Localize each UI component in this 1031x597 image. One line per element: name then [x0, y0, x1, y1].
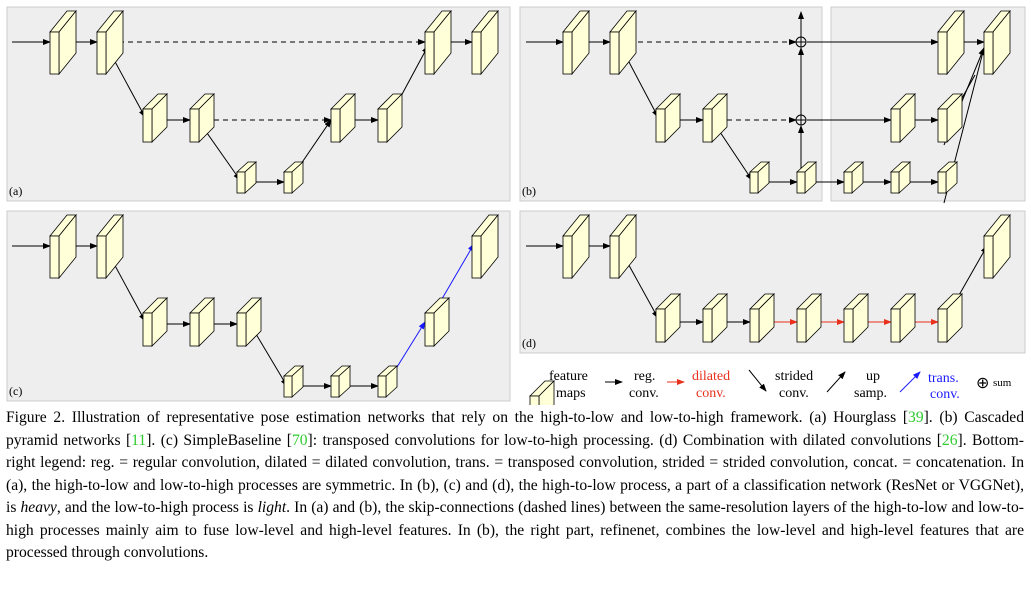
feature-map-block — [562, 213, 590, 280]
feature-map-block — [282, 161, 305, 194]
feature-map-block — [702, 93, 728, 143]
feature-map-block — [49, 9, 77, 76]
feature-map-block — [937, 9, 965, 76]
caption-text: . In (a) and (b), the skip-connections (… — [6, 499, 1024, 561]
feature-map-block — [236, 297, 262, 347]
caption-text: ]. (b) Cascaded pyramid networks [ — [6, 409, 1024, 449]
legend-dilated-2: conv. — [696, 386, 726, 401]
citation-link[interactable]: 11 — [131, 431, 147, 449]
feature-map-block — [471, 213, 499, 280]
legend: feature maps reg. conv. dilated conv. st… — [529, 369, 1012, 405]
feature-map-block — [983, 9, 1011, 76]
legend-dilated-1: dilated — [692, 369, 730, 384]
caption-text: Figure 2. Illustration of representative… — [6, 409, 909, 426]
legend-strided-arrow — [748, 369, 767, 392]
sum-node-icon — [795, 36, 807, 48]
legend-feature-maps-2: maps — [556, 386, 586, 401]
caption-text: ]. (c) SimpleBaseline [ — [146, 431, 292, 449]
feature-map-block — [189, 93, 215, 143]
figure-diagram: (a) (b) (c) (d) feature maps reg. conv. … — [6, 6, 1026, 405]
panel-label-d: (d) — [522, 336, 536, 350]
citation-link[interactable]: 70 — [291, 431, 308, 449]
feature-map-block — [890, 93, 916, 143]
legend-trans-arrow — [899, 371, 921, 393]
feature-map-block — [983, 213, 1011, 280]
feature-map-block — [702, 293, 728, 343]
citation-link[interactable]: 26 — [941, 431, 958, 449]
panel-label-b: (b) — [522, 184, 536, 198]
feature-map-block — [282, 365, 305, 398]
caption-text: heavy — [20, 499, 57, 516]
legend-up-arrow — [826, 371, 846, 393]
feature-map-block — [471, 9, 499, 76]
legend-strided-1: strided — [775, 369, 813, 384]
feature-map-block — [842, 161, 865, 194]
feature-map-block — [49, 213, 77, 280]
panel-label-c: (c) — [9, 384, 22, 398]
legend-up-1: up — [866, 369, 880, 384]
feature-map-block — [142, 93, 168, 143]
feature-map-block — [936, 161, 959, 194]
panel-label-a: (a) — [9, 184, 22, 198]
feature-map-block — [376, 365, 399, 398]
feature-map-block — [609, 9, 637, 76]
feature-map-block — [843, 293, 869, 343]
feature-map-block — [749, 293, 775, 343]
feature-map-block — [609, 213, 637, 280]
feature-map-block — [937, 93, 963, 143]
legend-reg-2: conv. — [629, 386, 659, 401]
caption-text: light — [257, 499, 287, 516]
feature-map-block — [330, 93, 356, 143]
feature-map-block — [142, 297, 168, 347]
legend-sum: sum — [993, 377, 1012, 389]
feature-map-block — [424, 297, 450, 347]
legend-trans-1: trans. — [928, 371, 959, 386]
feature-map-block — [235, 161, 258, 194]
feature-map-block — [96, 213, 124, 280]
feature-map-block — [529, 380, 555, 405]
legend-reg-1: reg. — [634, 369, 655, 384]
caption-text: , and the low-to-high process is — [56, 499, 258, 516]
caption-text: ]. Bottom-right legend: reg. = regular c… — [6, 431, 1024, 517]
feature-map-block — [96, 9, 124, 76]
legend-strided-2: conv. — [779, 386, 809, 401]
citation-link[interactable]: 39 — [908, 409, 924, 426]
feature-map-block — [655, 93, 681, 143]
legend-feature-maps-1: feature — [549, 369, 588, 384]
sum-node-icon — [795, 114, 807, 126]
feature-map-block — [189, 297, 215, 347]
caption-text: ]: transposed convolutions for low-to-hi… — [307, 431, 942, 449]
figure-caption: Figure 2. Illustration of representative… — [6, 407, 1024, 565]
feature-map-block — [889, 161, 912, 194]
feature-map-block — [795, 161, 818, 194]
feature-map-block — [796, 293, 822, 343]
feature-map-block — [562, 9, 590, 76]
feature-map-block — [748, 161, 771, 194]
feature-map-block — [655, 293, 681, 343]
feature-map-block — [890, 293, 916, 343]
feature-map-block — [377, 93, 403, 143]
feature-map-block — [937, 293, 963, 343]
feature-map-block — [329, 365, 352, 398]
legend-sum-icon: ⊕ — [976, 375, 989, 392]
legend-up-2: samp. — [854, 386, 887, 401]
feature-map-block — [424, 9, 452, 76]
legend-trans-2: conv. — [930, 387, 960, 402]
